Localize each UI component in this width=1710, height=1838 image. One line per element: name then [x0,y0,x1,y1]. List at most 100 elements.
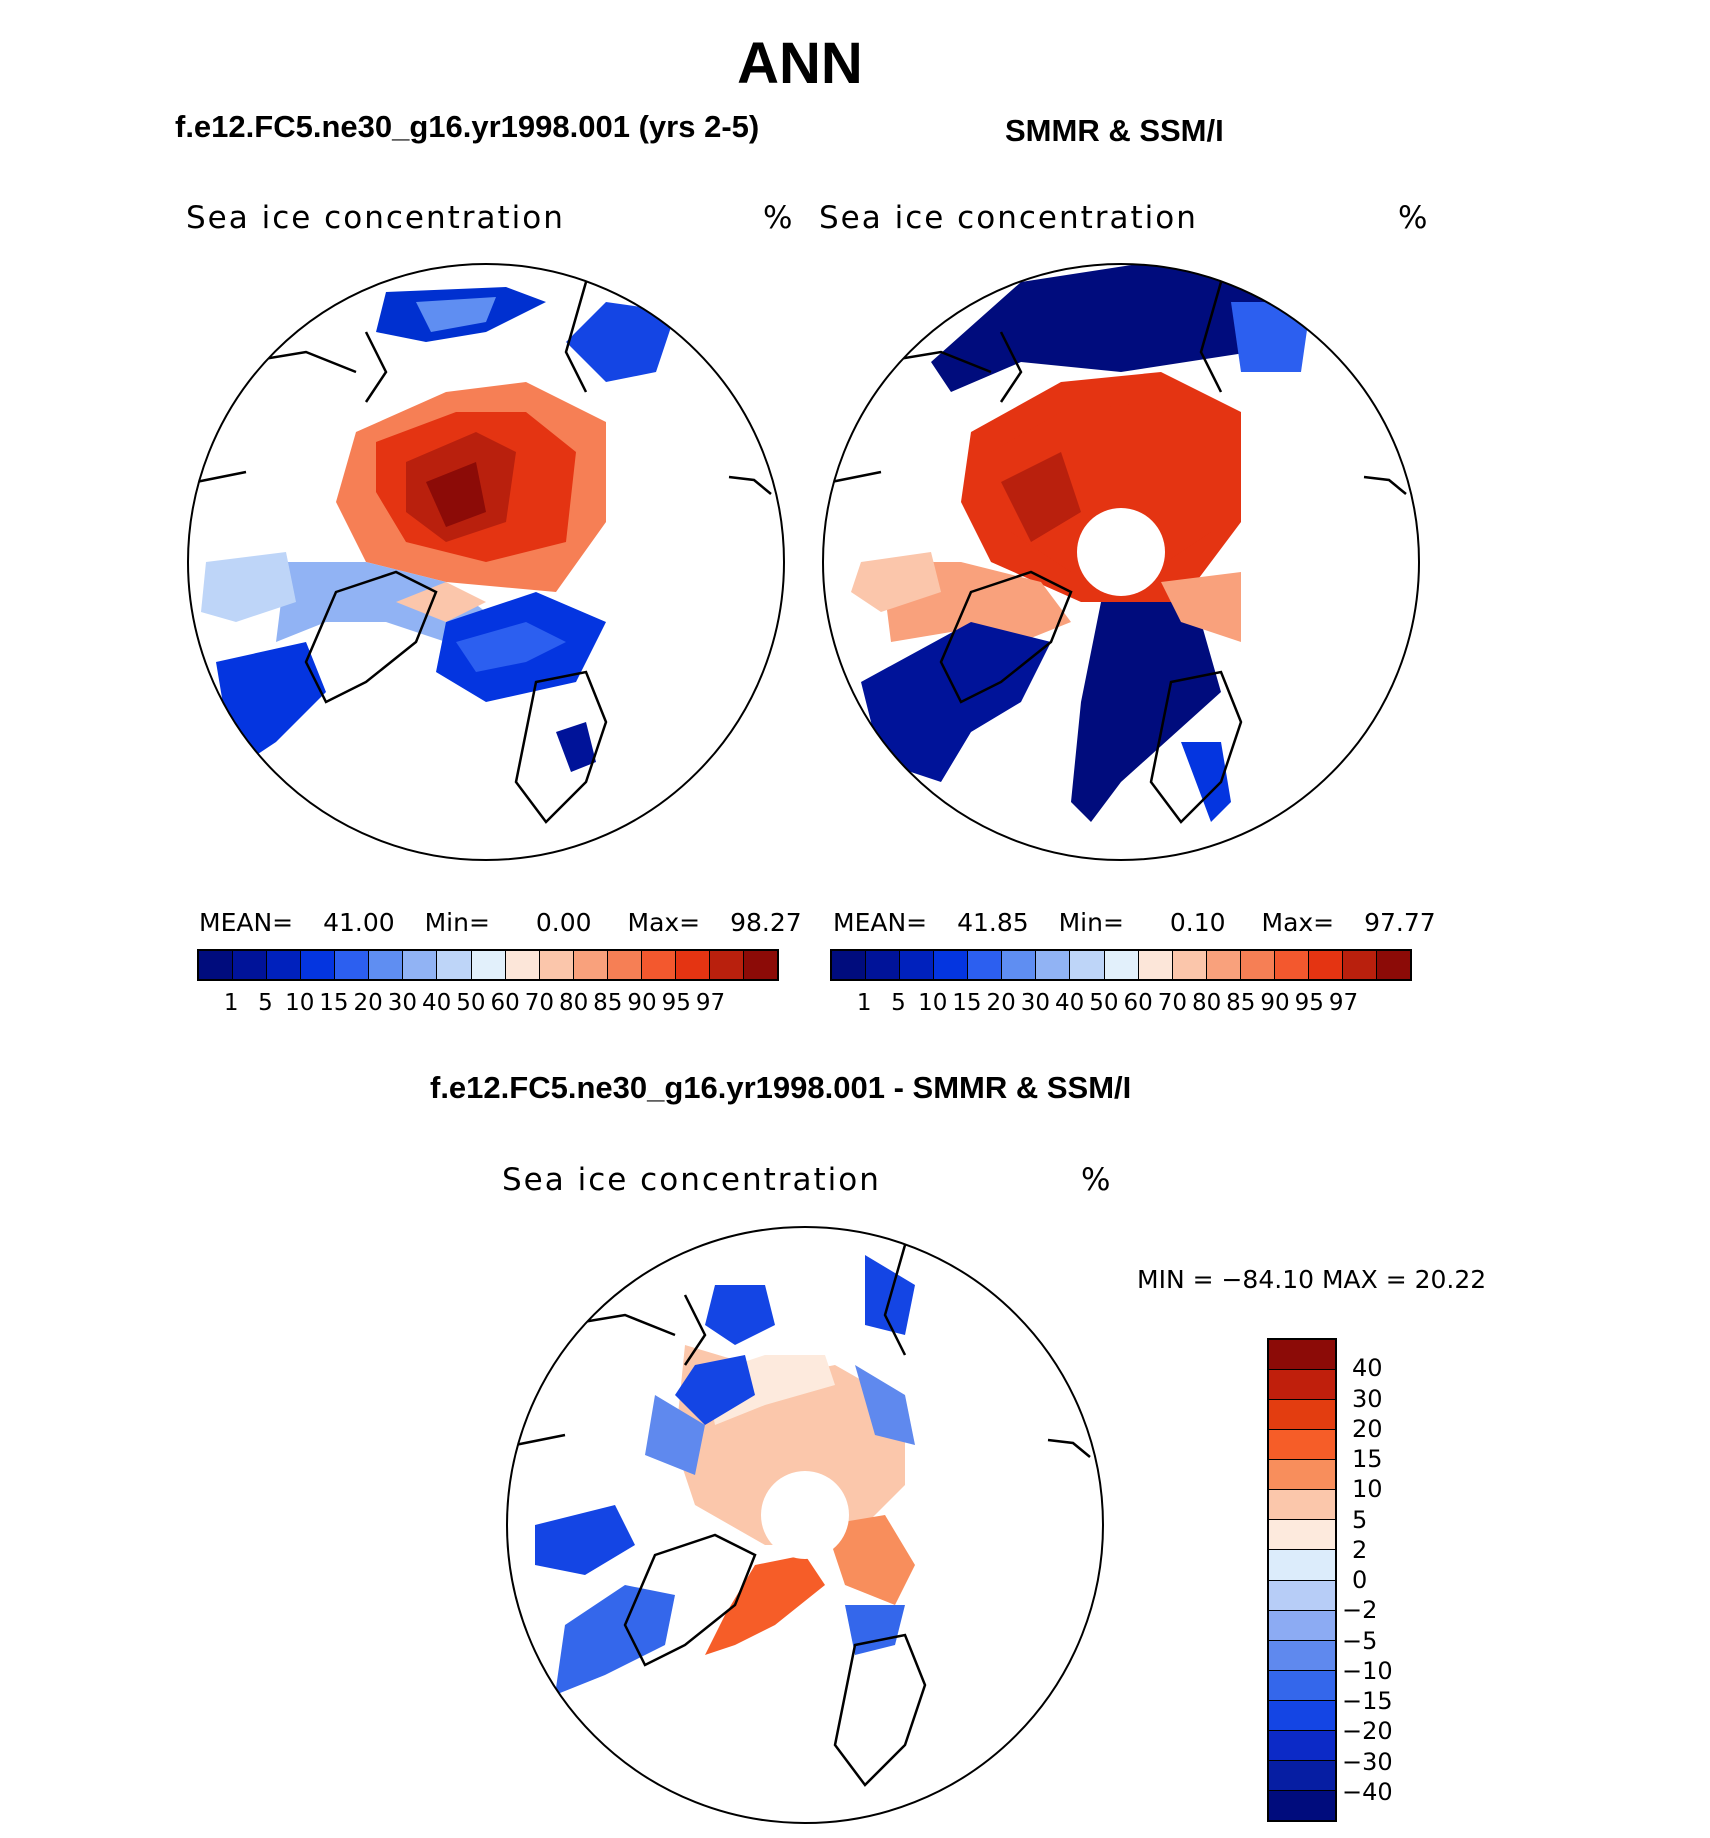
diff-colorbar [1267,1338,1337,1822]
model-colorbar-tick-label: 10 [285,990,315,1016]
model-variable-label: Sea ice concentration [186,200,565,236]
model-colorbar-tick-label: 1 [223,990,239,1016]
diff-colorbar-tick-label: 2 [1352,1535,1368,1564]
obs-colorbar-tick-label: 1 [856,990,872,1016]
obs-max-value: 97.77 [1364,908,1436,937]
model-colorbar-box [403,951,438,979]
obs-colorbar [830,949,1412,981]
model-colorbar-tick-label: 30 [387,990,418,1016]
model-colorbar-box [369,951,404,979]
obs-panel-subtitle: SMMR & SSM/I [1005,113,1224,148]
obs-colorbar-tick-label: 50 [1089,990,1119,1016]
obs-colorbar-tick-label: 80 [1191,990,1222,1016]
diff-colorbar-tick-label: −15 [1342,1687,1393,1715]
diff-minmax: MIN = −84.10 MAX = 20.22 [1137,1265,1487,1294]
diff-colorbar-box [1269,1760,1335,1791]
diff-colorbar-tick-label: −40 [1342,1777,1393,1806]
model-colorbar-tick-label: 90 [627,990,657,1016]
obs-colorbar-box [968,951,1003,979]
obs-colorbar-box [832,951,867,979]
obs-colorbar-labels: 1 5 10 15 20 30 40 50 60 70 80 85 90 95 97 [830,990,1412,1020]
model-colorbar-tick-label: 85 [593,990,623,1016]
diff-colorbar-tick-label: 40 [1352,1354,1383,1383]
diff-panel-subtitle: f.e12.FC5.ne30_g16.yr1998.001 - SMMR & S… [430,1070,1132,1105]
diff-variable-label: Sea ice concentration [502,1162,881,1198]
model-units-label: % [763,200,795,236]
obs-colorbar-box [900,951,935,979]
diff-colorbar-box [1269,1730,1335,1761]
obs-colorbar-tick-label: 20 [986,990,1016,1016]
diff-colorbar-tick-label: 20 [1352,1414,1383,1443]
obs-colorbar-box [1206,951,1241,979]
model-colorbar-box [335,951,370,979]
model-mean-value: 41.00 [323,908,395,937]
diff-colorbar-tick-label: −10 [1342,1656,1393,1685]
diff-polar-map [506,1226,1104,1824]
diff-colorbar-tick-label: −30 [1342,1747,1393,1776]
obs-polar-map [822,263,1420,861]
model-colorbar-tick-label: 60 [490,990,520,1016]
obs-colorbar-tick-label: 70 [1157,990,1187,1016]
diff-colorbar-box [1269,1370,1335,1401]
diff-colorbar-box [1269,1700,1335,1731]
model-colorbar-tick-label: 5 [258,990,273,1016]
obs-min-value: 0.10 [1169,908,1226,937]
obs-colorbar-tick-label: 90 [1260,990,1290,1016]
obs-colorbar-tick-label: 10 [918,990,948,1016]
obs-colorbar-tick-label: 97 [1328,990,1359,1016]
model-min-value: 0.00 [535,908,592,937]
diff-colorbar-tick-label: 0 [1352,1566,1368,1594]
figure-title: ANN [737,31,863,96]
diff-colorbar-tick-label: 10 [1352,1475,1383,1504]
obs-colorbar-box [1070,951,1105,979]
model-colorbar-box [471,951,506,979]
diff-colorbar-box [1269,1640,1335,1671]
diff-colorbar-tick-label: −2 [1342,1596,1378,1625]
diff-colorbar-box [1269,1670,1335,1701]
obs-mean-value: 41.85 [957,908,1029,937]
model-colorbar-tick-label: 70 [524,990,554,1016]
obs-colorbar-box [1172,951,1207,979]
diff-colorbar-box [1269,1610,1335,1641]
diff-colorbar-tick-label: 5 [1352,1505,1368,1534]
diff-colorbar-box [1269,1550,1335,1581]
model-colorbar-box [301,951,336,979]
obs-colorbar-box [1308,951,1343,979]
diff-colorbar-tick-label: 15 [1352,1445,1383,1473]
model-max-value: 98.27 [730,908,802,937]
diff-colorbar-tick-label: −20 [1342,1717,1393,1746]
obs-colorbar-box [1274,951,1309,979]
model-colorbar-box [199,951,234,979]
diff-colorbar-box [1269,1490,1335,1521]
model-colorbar-box [233,951,268,979]
obs-colorbar-tick-label: 95 [1294,990,1324,1016]
model-polar-map [187,263,785,861]
diff-units-label: % [1081,1162,1113,1198]
obs-colorbar-box [934,951,969,979]
model-colorbar-tick-label: 97 [695,990,726,1016]
model-colorbar-box [505,951,540,979]
diff-colorbar-tick-label: −5 [1342,1626,1378,1655]
obs-min-label: Min= [1058,908,1124,937]
model-colorbar-box [573,951,608,979]
obs-variable-label: Sea ice concentration [819,200,1198,236]
obs-colorbar-box [1138,951,1173,979]
obs-colorbar-box [1036,951,1071,979]
model-colorbar-box [539,951,574,979]
obs-colorbar-box [1104,951,1139,979]
model-colorbar-box [267,951,302,979]
model-colorbar-box [607,951,642,979]
obs-max-label: Max= [1261,908,1335,937]
obs-units-label: % [1398,200,1430,236]
obs-colorbar-box [1377,951,1411,979]
diff-colorbar-box [1269,1400,1335,1431]
model-colorbar-box [709,951,744,979]
model-stats: MEAN= 41.00 Min= 0.00 Max= 98.27 [199,908,802,937]
model-min-label: Min= [424,908,490,937]
model-colorbar-box [744,951,778,979]
model-colorbar-tick-label: 80 [558,990,589,1016]
diff-colorbar-box [1269,1790,1335,1820]
model-colorbar-tick-label: 40 [422,990,452,1016]
model-colorbar-box [437,951,472,979]
diff-colorbar-tick-label: 30 [1352,1384,1383,1413]
